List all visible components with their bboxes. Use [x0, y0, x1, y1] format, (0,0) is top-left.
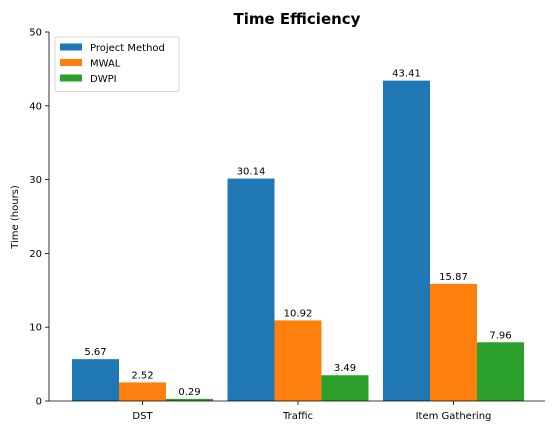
bars-group: [72, 80, 524, 401]
data-labels-group: 5.67 2.52 0.29 30.14 10.92 3.49 43.41 15.87 7.96: [84, 69, 511, 398]
bar-project-method-traffic: [227, 178, 275, 401]
legend-entry: MWAL: [90, 59, 121, 70]
bar-mwal-dst: [119, 382, 166, 401]
data-label: 5.67: [84, 347, 106, 358]
data-label: 30.14: [237, 167, 266, 178]
data-label: 15.87: [439, 272, 468, 283]
y-tick-label: 10: [29, 323, 42, 334]
chart-title: Time Efficiency: [234, 10, 361, 28]
x-tick-label: Item Gathering: [416, 411, 492, 422]
data-label: 10.92: [284, 308, 313, 319]
y-tick-label: 50: [29, 28, 42, 39]
bar-dwpi-dst: [166, 398, 213, 401]
y-tick-label: 30: [29, 175, 42, 186]
legend-swatch: [60, 74, 82, 82]
legend-entry: DWPI: [90, 74, 117, 85]
x-tick-label: DST: [132, 411, 153, 422]
legend-entry: Project Method: [90, 43, 165, 54]
legend-swatch: [60, 59, 82, 66]
data-label: 0.29: [178, 387, 200, 398]
legend-box: [54, 36, 180, 92]
legend: Project Method MWAL DWPI: [54, 36, 180, 92]
y-axis-label: Time (hours): [10, 185, 21, 250]
y-tick-label: 0: [36, 397, 42, 408]
data-label: 7.96: [489, 330, 511, 341]
y-tick-label: 40: [29, 101, 42, 112]
y-tick-label: 20: [29, 249, 42, 260]
bar-dwpi-item-gathering: [477, 342, 524, 401]
data-label: 3.49: [334, 363, 356, 374]
data-label: 43.41: [392, 69, 421, 80]
bar-mwal-item-gathering: [430, 283, 477, 401]
bar-mwal-traffic: [274, 320, 322, 401]
axes-group: DST Traffic Item Gathering 0 10 20 30 40 50: [29, 28, 545, 422]
bar-project-method-dst: [72, 359, 119, 401]
bar-dwpi-traffic: [321, 375, 369, 401]
legend-swatch: [60, 43, 82, 51]
x-tick-label: Traffic: [282, 411, 313, 422]
bar-project-method-item-gathering: [383, 80, 430, 401]
data-label: 2.52: [131, 370, 153, 381]
